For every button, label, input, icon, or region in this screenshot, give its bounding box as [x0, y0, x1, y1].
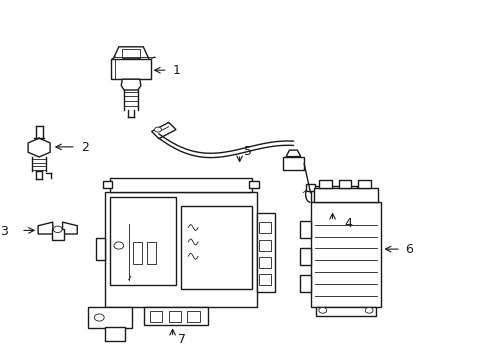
- Bar: [299, 275, 310, 292]
- Bar: [105, 192, 256, 307]
- Circle shape: [114, 242, 123, 249]
- Polygon shape: [38, 222, 53, 234]
- Circle shape: [94, 314, 104, 321]
- Bar: [150, 311, 162, 322]
- Circle shape: [338, 190, 350, 199]
- Bar: [110, 178, 251, 192]
- Bar: [299, 248, 310, 265]
- Bar: [144, 307, 207, 325]
- Polygon shape: [121, 79, 141, 90]
- Bar: [316, 307, 375, 316]
- Bar: [96, 238, 105, 260]
- Bar: [133, 242, 142, 264]
- Polygon shape: [151, 122, 176, 139]
- Bar: [259, 257, 271, 268]
- Text: 4: 4: [344, 217, 352, 230]
- Bar: [168, 311, 181, 322]
- Text: 6: 6: [404, 243, 412, 256]
- Bar: [52, 229, 63, 240]
- Bar: [102, 181, 112, 188]
- Bar: [111, 59, 150, 79]
- Bar: [88, 307, 132, 328]
- Circle shape: [318, 307, 326, 313]
- Bar: [314, 188, 377, 202]
- Bar: [259, 222, 271, 233]
- Bar: [259, 274, 271, 285]
- Bar: [282, 157, 304, 170]
- Text: 1: 1: [172, 64, 180, 77]
- Circle shape: [365, 307, 372, 313]
- Bar: [122, 49, 140, 58]
- Polygon shape: [28, 138, 50, 157]
- Polygon shape: [62, 222, 77, 234]
- Circle shape: [154, 127, 161, 132]
- Text: 7: 7: [178, 333, 186, 346]
- Bar: [105, 327, 124, 341]
- Bar: [147, 242, 156, 264]
- Bar: [259, 240, 271, 251]
- Bar: [305, 184, 315, 191]
- Bar: [338, 180, 350, 188]
- Bar: [249, 181, 259, 188]
- Bar: [319, 180, 331, 188]
- Polygon shape: [112, 47, 149, 60]
- Bar: [310, 202, 381, 307]
- Bar: [181, 206, 251, 289]
- Polygon shape: [285, 150, 300, 157]
- Bar: [310, 186, 356, 202]
- Text: 2: 2: [81, 141, 88, 154]
- Circle shape: [53, 226, 62, 233]
- Bar: [358, 180, 370, 188]
- Bar: [110, 197, 176, 285]
- Bar: [256, 213, 275, 292]
- Text: 5: 5: [244, 145, 252, 158]
- Bar: [187, 311, 199, 322]
- Text: 3: 3: [0, 225, 8, 238]
- Bar: [299, 221, 310, 238]
